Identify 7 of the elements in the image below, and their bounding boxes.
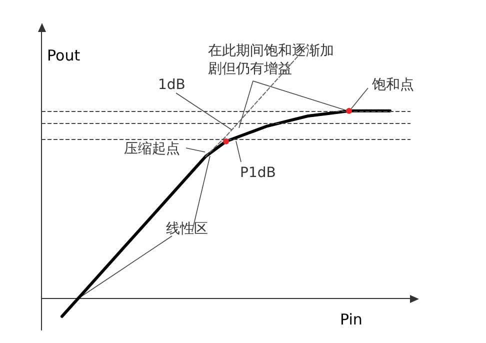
annotation: 压缩起点 xyxy=(124,141,180,157)
annotation: 1dB xyxy=(158,77,186,93)
annotation: 线性区 xyxy=(166,221,208,237)
y-axis-title: Pout xyxy=(47,46,80,64)
x-axis-title: Pin xyxy=(340,310,362,328)
annotation: 饱和点 xyxy=(371,77,414,93)
annotation: P1dB xyxy=(240,165,276,181)
